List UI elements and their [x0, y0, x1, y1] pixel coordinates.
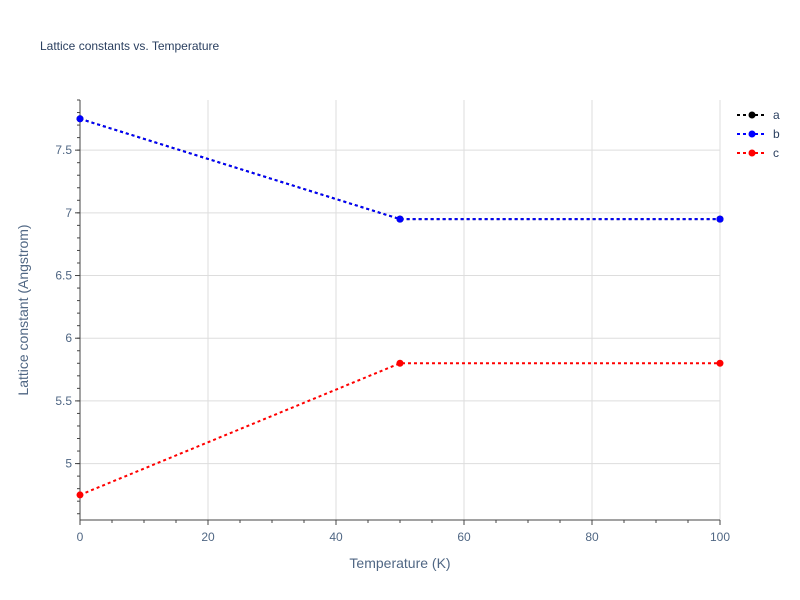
x-axis-title: Temperature (K)	[349, 555, 450, 571]
legend[interactable]: abc	[737, 108, 780, 160]
axes	[79, 100, 720, 521]
y-tick-label: 6.5	[55, 269, 72, 283]
data-point-c	[716, 359, 724, 367]
x-tick-label: 60	[457, 530, 471, 544]
x-tick-label: 20	[201, 530, 215, 544]
y-tick-label: 7.5	[55, 143, 72, 157]
series-line-c	[79, 362, 720, 496]
series-line-b	[79, 117, 720, 221]
x-tick-label: 100	[710, 530, 730, 544]
data-point-c	[396, 359, 404, 367]
y-tick-label: 5	[65, 457, 72, 471]
y-tick-label: 7	[65, 206, 72, 220]
series-a	[76, 115, 724, 223]
y-tick-label: 6	[65, 331, 72, 345]
y-axis-ticks: 5 5.5 6 6.5 7 7.5	[55, 99, 80, 515]
data-point-b	[76, 115, 84, 123]
x-axis-ticks: 0 20 40 60 80 100	[77, 520, 730, 544]
data-point-c	[76, 491, 84, 499]
series-line-a	[79, 117, 720, 221]
legend-label: c	[773, 146, 779, 160]
data-point-b	[396, 215, 404, 223]
legend-marker	[748, 111, 756, 119]
legend-label: a	[773, 108, 780, 122]
series-c	[76, 359, 724, 499]
y-axis-title: Lattice constant (Angstrom)	[15, 224, 31, 395]
legend-item-c[interactable]: c	[737, 146, 779, 160]
y-tick-label: 5.5	[55, 394, 72, 408]
x-tick-label: 40	[329, 530, 343, 544]
legend-marker	[748, 149, 756, 157]
legend-marker	[748, 130, 756, 138]
chart-title: Lattice constants vs. Temperature	[40, 39, 220, 53]
legend-label: b	[773, 127, 780, 141]
grid	[80, 100, 721, 520]
legend-item-b[interactable]: b	[737, 127, 780, 141]
series-b	[76, 115, 724, 223]
legend-item-a[interactable]: a	[737, 108, 780, 122]
plot-area	[76, 115, 724, 499]
data-point-b	[716, 215, 724, 223]
x-tick-label: 80	[585, 530, 599, 544]
x-tick-label: 0	[77, 530, 84, 544]
